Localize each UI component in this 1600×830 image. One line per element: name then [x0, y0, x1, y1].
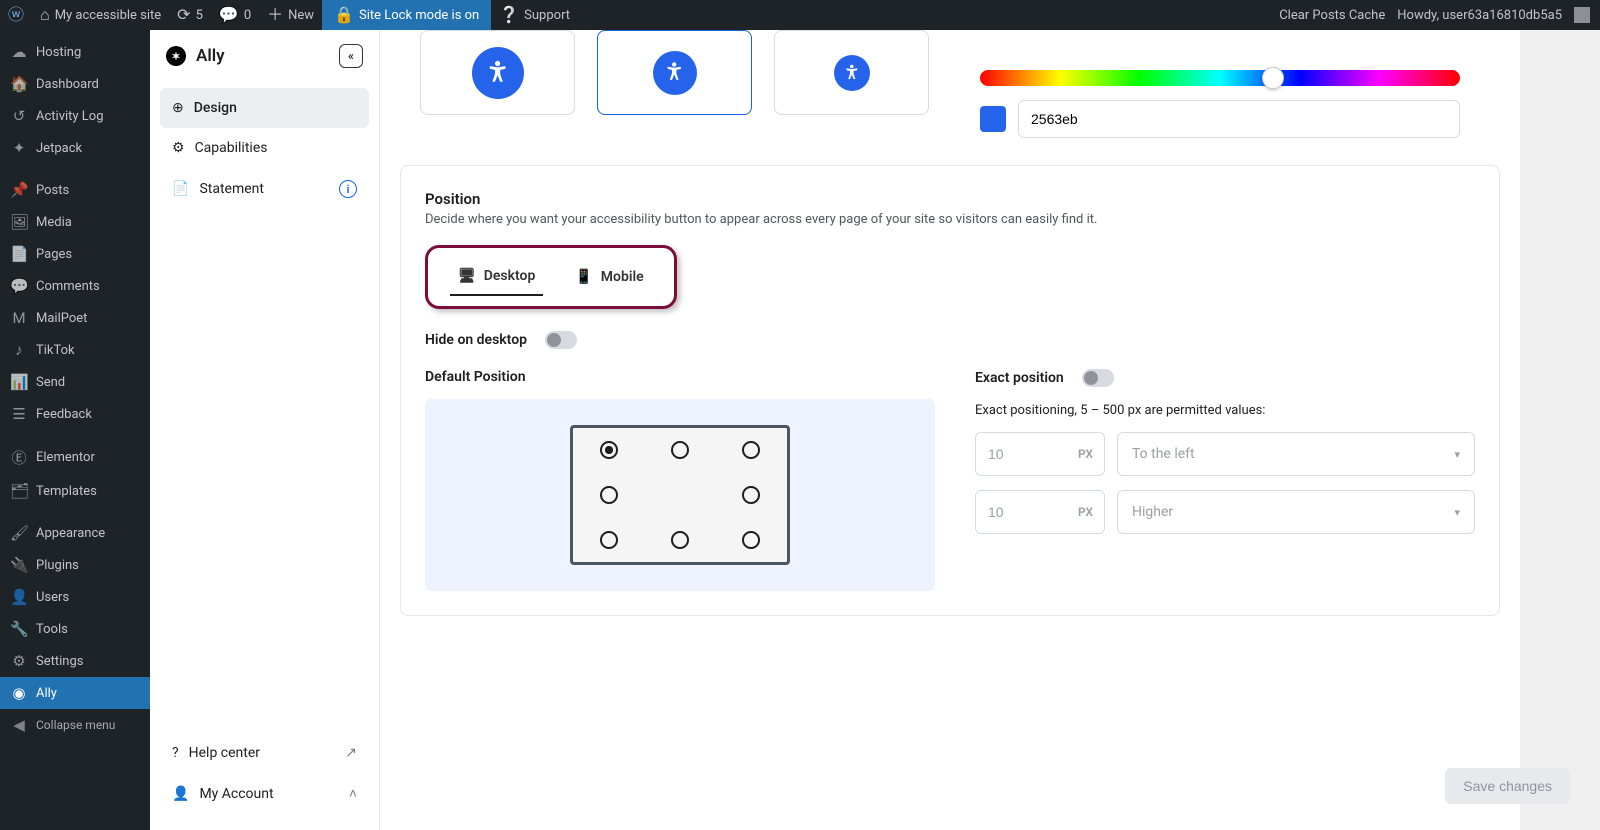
- avatar[interactable]: [1574, 7, 1590, 23]
- color-picker: [980, 70, 1460, 138]
- lock-icon: 🔒: [334, 7, 354, 23]
- desktop-icon: 🖥: [458, 268, 476, 284]
- mobile-icon: 📱: [575, 269, 592, 285]
- comments[interactable]: 💬0: [211, 0, 259, 30]
- default-position-heading: Default Position: [425, 369, 935, 385]
- chevron-down-icon: ▾: [1454, 448, 1460, 461]
- plus-icon: ＋: [267, 7, 283, 23]
- vertical-direction[interactable]: Higher▾: [1117, 490, 1475, 534]
- admin-bar: ⓦ ⌂My accessible site ⟳5 💬0 ＋New 🔒Site L…: [0, 0, 1600, 30]
- save-button[interactable]: Save changes: [1445, 768, 1570, 804]
- pos-mid-right[interactable]: [742, 486, 760, 504]
- home-icon: ⌂: [40, 7, 50, 23]
- nav-elementor[interactable]: ⒺElementor: [0, 440, 150, 475]
- exact-position-label: Exact position: [975, 370, 1064, 386]
- nav-feedback[interactable]: ☰Feedback: [0, 398, 150, 430]
- nav-comments[interactable]: 💬Comments: [0, 270, 150, 302]
- support[interactable]: ❔Support: [491, 0, 578, 30]
- hex-input[interactable]: [1018, 100, 1460, 138]
- hue-slider[interactable]: [980, 70, 1460, 86]
- nav-tiktok[interactable]: ♪TikTok: [0, 334, 150, 366]
- help-icon: ?: [172, 745, 179, 761]
- document-icon: 📄: [172, 181, 189, 197]
- wp-logo[interactable]: ⓦ: [0, 0, 32, 30]
- pos-bot-right[interactable]: [742, 531, 760, 549]
- hide-desktop-label: Hide on desktop: [425, 332, 527, 348]
- nav-plugins[interactable]: 🔌Plugins: [0, 549, 150, 581]
- ally-sidebar: ✶ Ally « ⊕Design ⚙Capabilities 📄Statemen…: [150, 30, 380, 830]
- clear-cache[interactable]: Clear Posts Cache: [1279, 8, 1385, 23]
- icon-size-medium[interactable]: [597, 30, 752, 115]
- nav-mailpoet[interactable]: MMailPoet: [0, 302, 150, 334]
- my-account[interactable]: 👤My Account˄: [160, 773, 369, 814]
- pos-top-right[interactable]: [742, 441, 760, 459]
- ally-title: Ally: [196, 46, 225, 66]
- nav-send[interactable]: 📊Send: [0, 366, 150, 398]
- external-icon: ↗: [345, 745, 357, 761]
- device-tabs: 🖥 Desktop 📱 Mobile: [425, 245, 677, 309]
- wp-sidebar: ☁Hosting 🏠Dashboard ↺Activity Log ✦Jetpa…: [0, 30, 150, 830]
- exact-position-toggle[interactable]: [1082, 369, 1114, 387]
- pos-mid-left[interactable]: [600, 486, 618, 504]
- hue-thumb[interactable]: [1262, 67, 1284, 89]
- horizontal-direction[interactable]: To the left▾: [1117, 432, 1475, 476]
- greeting[interactable]: Howdy, user63a16810db5a5: [1397, 8, 1562, 23]
- position-canvas: [425, 399, 935, 591]
- nav-dashboard[interactable]: 🏠Dashboard: [0, 68, 150, 100]
- gear-icon: ⚙: [172, 140, 185, 156]
- site-name[interactable]: ⌂My accessible site: [32, 0, 169, 30]
- nav-posts[interactable]: 📌Posts: [0, 174, 150, 206]
- nav-tools[interactable]: 🔧Tools: [0, 613, 150, 645]
- nav-appearance[interactable]: 🖌Appearance: [0, 517, 150, 549]
- nav-collapse[interactable]: ◀Collapse menu: [0, 709, 150, 741]
- site-lock[interactable]: 🔒Site Lock mode is on: [322, 0, 491, 30]
- hide-desktop-toggle[interactable]: [545, 331, 577, 349]
- info-icon[interactable]: i: [339, 180, 357, 198]
- nav-users[interactable]: 👤Users: [0, 581, 150, 613]
- icon-size-small[interactable]: [774, 30, 929, 115]
- nav-ally[interactable]: ◉Ally: [0, 677, 150, 709]
- design-icon: ⊕: [172, 100, 184, 116]
- position-desc: Decide where you want your accessibility…: [425, 212, 1475, 227]
- nav-templates[interactable]: 🗂Templates: [0, 475, 150, 507]
- update-icon: ⟳: [177, 7, 190, 23]
- icon-size-large[interactable]: [420, 30, 575, 115]
- chevron-up-icon: ˄: [349, 785, 357, 802]
- help-center[interactable]: ?Help center↗: [160, 733, 369, 773]
- comment-icon: 💬: [219, 7, 239, 23]
- nav-activity[interactable]: ↺Activity Log: [0, 100, 150, 132]
- pos-mid-center: [671, 486, 689, 504]
- position-heading: Position: [425, 190, 1475, 208]
- nav-pages[interactable]: 📄Pages: [0, 238, 150, 270]
- nav-jetpack[interactable]: ✦Jetpack: [0, 132, 150, 164]
- new-content[interactable]: ＋New: [259, 0, 322, 30]
- nav-hosting[interactable]: ☁Hosting: [0, 36, 150, 68]
- help-icon: ❔: [499, 7, 519, 23]
- pos-bot-left[interactable]: [600, 531, 618, 549]
- user-icon: 👤: [172, 786, 189, 802]
- collapse-panel-button[interactable]: «: [339, 44, 363, 68]
- position-grid: [570, 425, 790, 565]
- position-section: Position Decide where you want your acce…: [400, 165, 1500, 616]
- updates[interactable]: ⟳5: [169, 0, 211, 30]
- tab-desktop[interactable]: 🖥 Desktop: [450, 260, 543, 296]
- tab-mobile[interactable]: 📱 Mobile: [567, 260, 651, 296]
- nav-settings[interactable]: ⚙Settings: [0, 645, 150, 677]
- color-swatch: [980, 106, 1006, 132]
- ally-logo-icon: ✶: [166, 46, 186, 66]
- chevron-down-icon: ▾: [1454, 506, 1460, 519]
- unit-label: PX: [1078, 447, 1093, 461]
- main-content: Position Decide where you want your acce…: [380, 30, 1520, 830]
- subnav-capabilities[interactable]: ⚙Capabilities: [160, 128, 369, 168]
- unit-label: PX: [1078, 505, 1093, 519]
- pos-top-left[interactable]: [600, 441, 618, 459]
- pos-bot-center[interactable]: [671, 531, 689, 549]
- exact-hint: Exact positioning, 5 – 500 px are permit…: [975, 403, 1475, 418]
- pos-top-center[interactable]: [671, 441, 689, 459]
- nav-media[interactable]: 🖼Media: [0, 206, 150, 238]
- subnav-statement[interactable]: 📄Statementi: [160, 168, 369, 210]
- subnav-design[interactable]: ⊕Design: [160, 88, 369, 128]
